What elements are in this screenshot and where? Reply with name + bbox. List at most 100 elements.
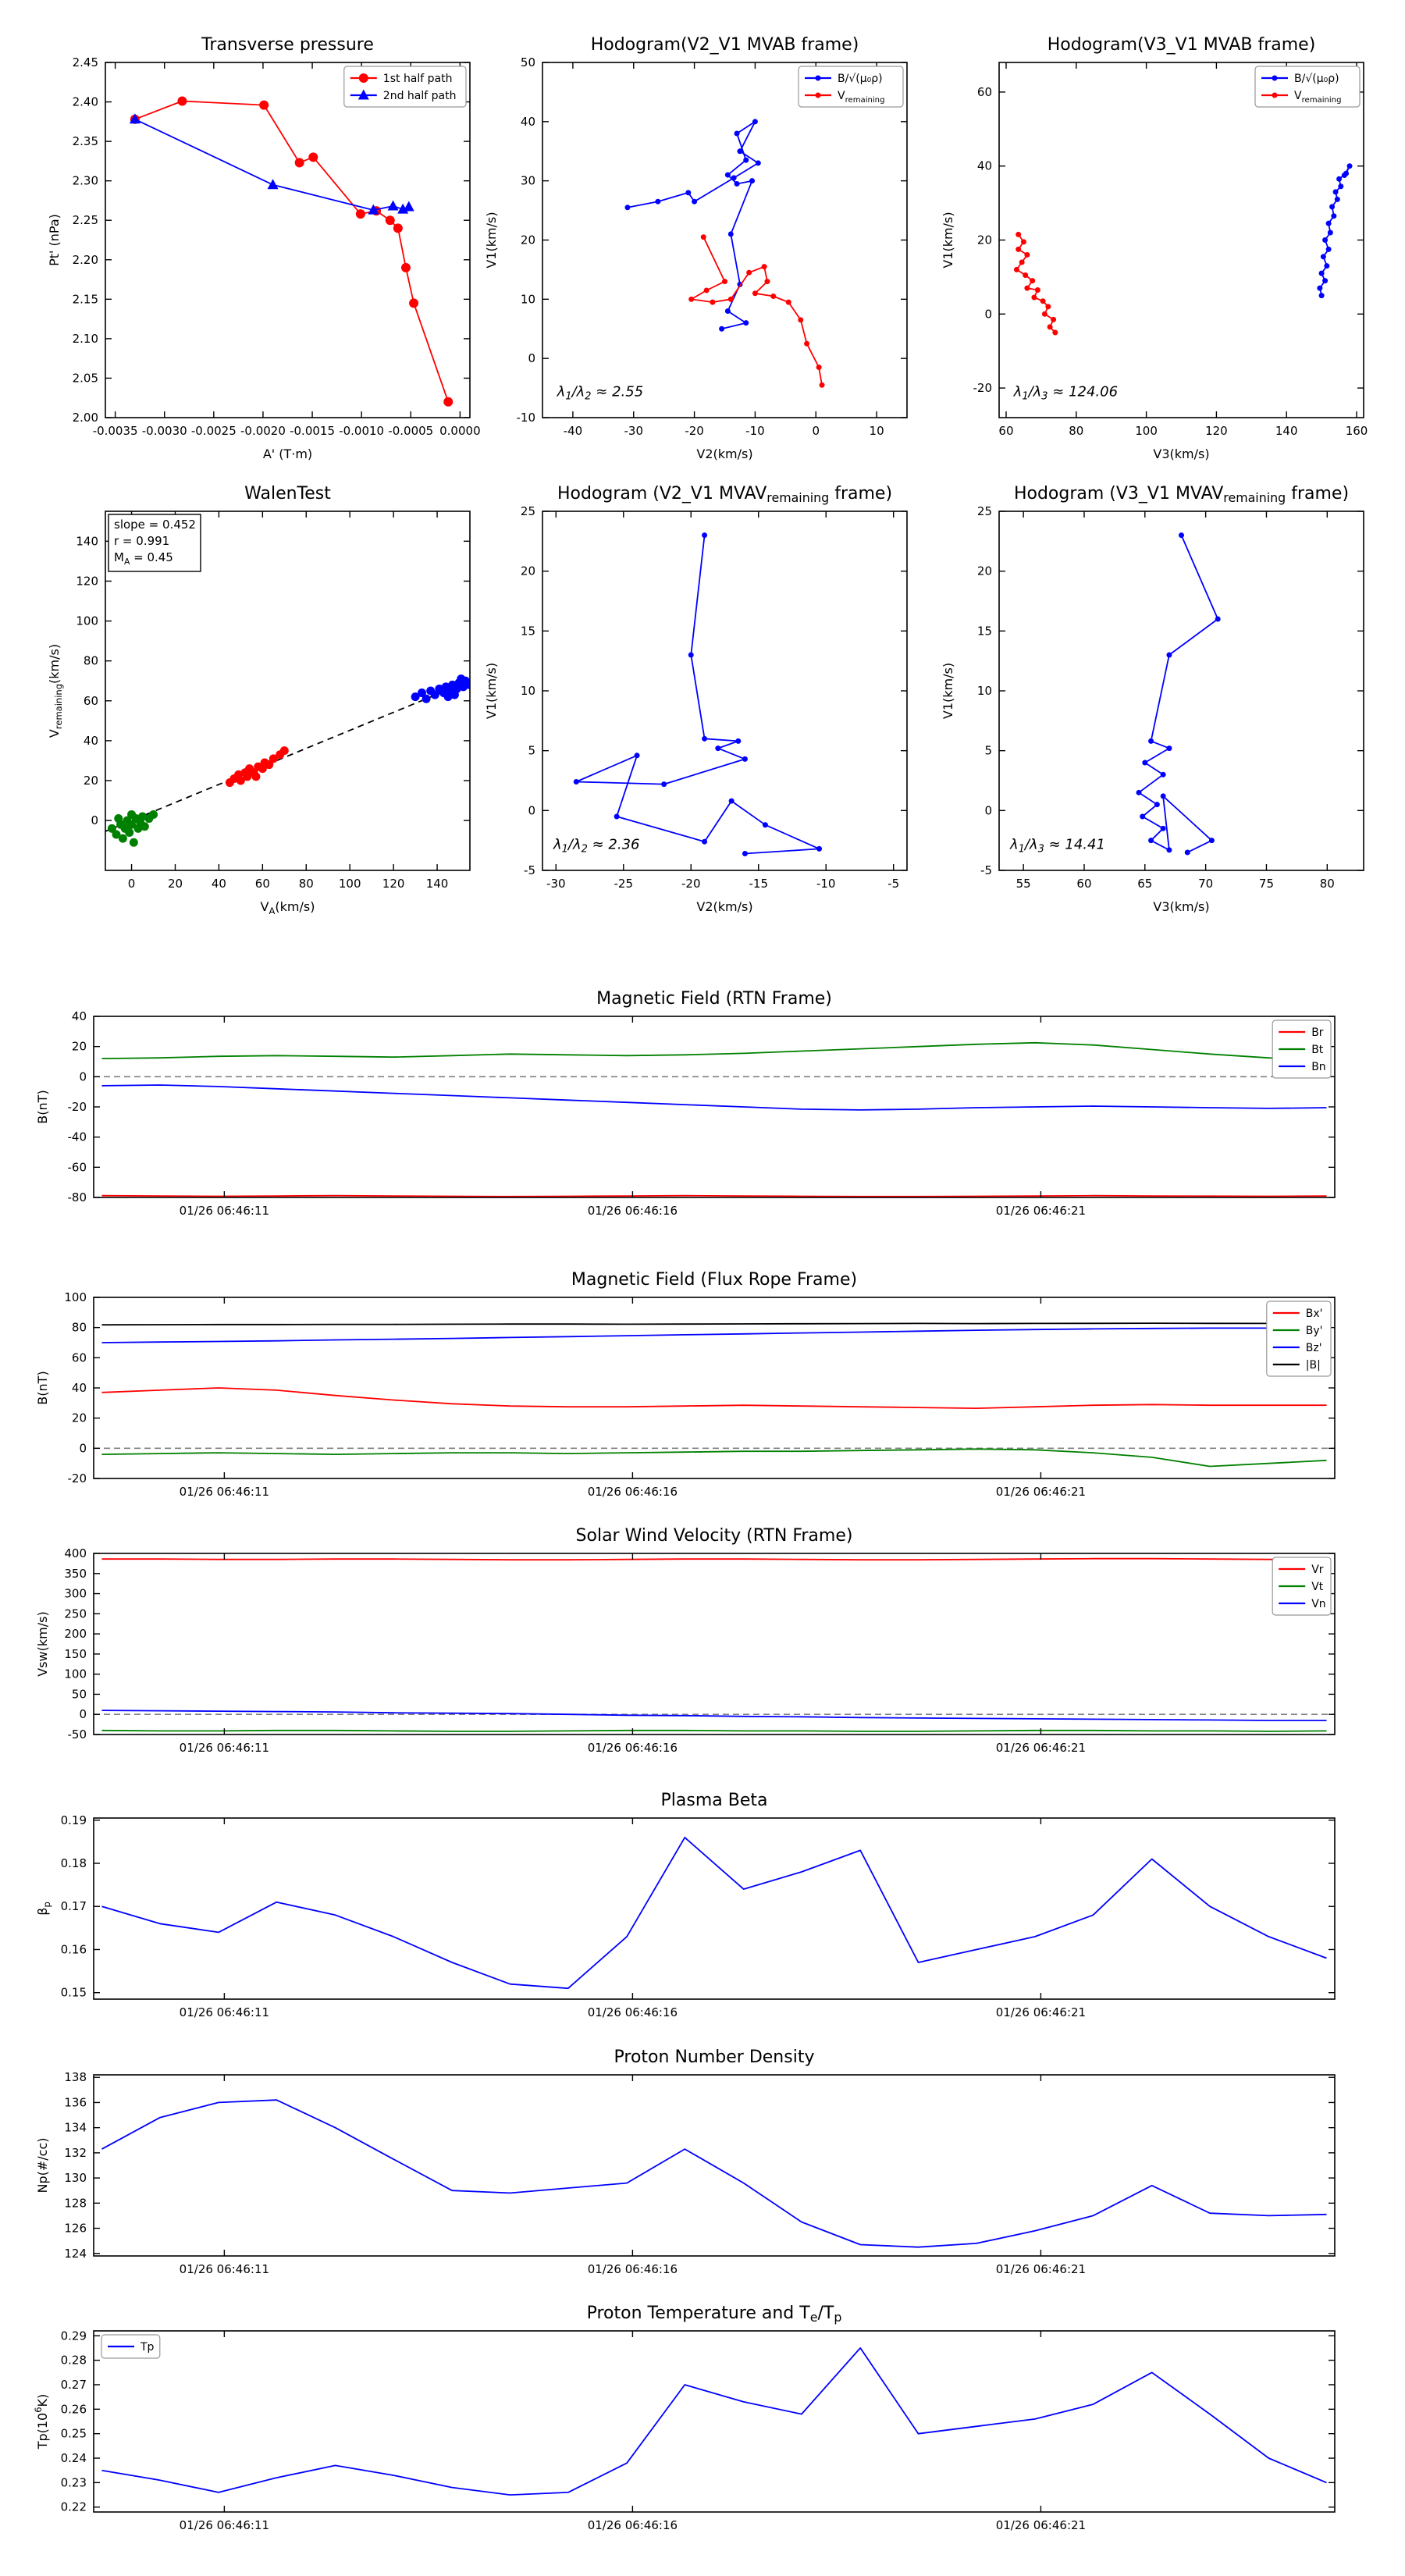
svg-text:80: 80 <box>1069 424 1083 438</box>
svg-text:01/26 06:46:16: 01/26 06:46:16 <box>588 1741 678 1755</box>
svg-text:300: 300 <box>64 1587 87 1601</box>
svg-text:20: 20 <box>72 1040 87 1054</box>
svg-text:λ1​/λ3​ ≈ 124.06: λ1​/λ3​ ≈ 124.06 <box>1013 384 1118 403</box>
svg-text:01/26 06:46:16: 01/26 06:46:16 <box>588 2518 678 2532</box>
svg-text:15: 15 <box>521 624 535 638</box>
svg-text:-10: -10 <box>816 877 836 891</box>
svg-text:2.30: 2.30 <box>73 174 98 188</box>
svg-text:Vsw(km/s): Vsw(km/s) <box>35 1611 50 1676</box>
svg-text:V1(km/s): V1(km/s) <box>484 663 499 719</box>
svg-text:2.35: 2.35 <box>73 134 98 148</box>
svg-text:50: 50 <box>521 55 535 69</box>
svg-text:0: 0 <box>91 813 98 827</box>
chart-transverse-pressure: Transverse pressure -0.0035 -0.0030 -0.0025… <box>31 20 484 476</box>
svg-text:r = 0.991: r = 0.991 <box>114 534 169 548</box>
chart-hodogram-v3v1-mvab: Hodogram(V3_V1 MVAB frame) 60 80 100 120 140 1… <box>925 20 1378 476</box>
svg-text:-20: -20 <box>68 1100 87 1114</box>
svg-text:By': By' <box>1306 1325 1323 1337</box>
chart-plasma-beta: Plasma Beta 01/26 06:46:11 01/26 06:46:16 0… <box>23 1781 1350 2030</box>
svg-text:-80: -80 <box>68 1190 87 1204</box>
svg-text:130: 130 <box>64 2171 87 2185</box>
svg-text:Vr: Vr <box>1311 1564 1324 1576</box>
svg-text:Vremaining​(km/s): Vremaining​(km/s) <box>47 644 64 738</box>
svg-text:10: 10 <box>870 424 884 438</box>
svg-text:-0.0020: -0.0020 <box>240 424 286 438</box>
chart-proton-density: Proton Number Density 01/26 06:46:11 01/26… <box>23 2037 1350 2287</box>
svg-text:0.29: 0.29 <box>61 2329 87 2343</box>
svg-text:20: 20 <box>168 877 183 891</box>
svg-text:75: 75 <box>1259 877 1274 891</box>
svg-text:01/26 06:46:11: 01/26 06:46:11 <box>180 1485 269 1499</box>
svg-text:βp​: βp​ <box>35 1902 52 1916</box>
chart-walen-test: WalenTest 0 20 40 60 80 100 120 140 0 20 40 60 80 100 1… <box>31 468 484 929</box>
svg-text:25: 25 <box>521 504 535 518</box>
svg-text:Transverse pressure: Transverse pressure <box>201 35 374 55</box>
svg-text:160: 160 <box>1346 424 1368 438</box>
svg-text:V1(km/s): V1(km/s) <box>941 212 955 268</box>
svg-text:60: 60 <box>84 694 98 708</box>
svg-text:80: 80 <box>84 654 98 668</box>
svg-text:5: 5 <box>528 744 535 758</box>
svg-text:0: 0 <box>79 1069 87 1083</box>
svg-text:120: 120 <box>382 877 405 891</box>
svg-text:Hodogram(V3_V1 MVAB frame): Hodogram(V3_V1 MVAB frame) <box>1048 35 1316 55</box>
svg-text:100: 100 <box>64 1667 87 1681</box>
svg-text:B(nT): B(nT) <box>35 1371 50 1404</box>
svg-text:Bx': Bx' <box>1306 1308 1323 1320</box>
svg-text:01/26 06:46:11: 01/26 06:46:11 <box>180 2262 269 2276</box>
svg-text:0: 0 <box>528 803 535 817</box>
svg-text:1st half path: 1st half path <box>383 73 453 85</box>
svg-text:100: 100 <box>339 877 361 891</box>
svg-text:-0.0035: -0.0035 <box>93 424 138 438</box>
svg-text:01/26 06:46:21: 01/26 06:46:21 <box>996 1204 1086 1218</box>
svg-text:80: 80 <box>72 1321 87 1335</box>
svg-text:250: 250 <box>64 1606 87 1621</box>
svg-text:0: 0 <box>128 877 136 891</box>
svg-text:WalenTest: WalenTest <box>244 484 331 503</box>
svg-text:40: 40 <box>72 1381 87 1395</box>
svg-text:0: 0 <box>984 307 992 321</box>
chart-hodogram-v2v1-mvav: Hodogram (V2_V1 MVAVremaining​ frame) -30… <box>468 468 921 929</box>
svg-text:V2(km/s): V2(km/s) <box>696 899 752 914</box>
svg-text:2.40: 2.40 <box>73 95 98 109</box>
svg-text:-15: -15 <box>749 877 768 891</box>
svg-text:01/26 06:46:21: 01/26 06:46:21 <box>996 2005 1086 2019</box>
svg-text:5: 5 <box>984 744 992 758</box>
svg-text:-5: -5 <box>524 863 535 877</box>
svg-text:-10: -10 <box>517 411 536 425</box>
svg-text:Tp(106​K): Tp(106​K) <box>33 2394 50 2450</box>
svg-text:Proton Temperature and Te​/Tp​: Proton Temperature and Te​/Tp​ <box>587 2304 842 2325</box>
svg-text:140: 140 <box>426 877 449 891</box>
svg-text:Proton Number Density: Proton Number Density <box>614 2048 815 2067</box>
svg-text:0.28: 0.28 <box>61 2354 87 2368</box>
svg-text:01/26 06:46:11: 01/26 06:46:11 <box>180 2005 269 2019</box>
chart-proton-temperature: Proton Temperature and Te​/Tp​ 01/26 06:4… <box>23 2293 1350 2543</box>
svg-text:10: 10 <box>521 292 535 306</box>
chart-magnetic-field-rtn: Magnetic Field (RTN Frame) 01/26 06:46:11… <box>23 979 1350 1229</box>
svg-text:0.17: 0.17 <box>61 1899 87 1913</box>
svg-text:20: 20 <box>521 564 535 578</box>
svg-text:0.0000: 0.0000 <box>439 424 481 438</box>
svg-text:B/√(μ₀ρ): B/√(μ₀ρ) <box>838 73 883 85</box>
svg-text:60: 60 <box>998 424 1013 438</box>
svg-text:10: 10 <box>521 684 535 698</box>
svg-text:-20: -20 <box>681 877 701 891</box>
svg-text:01/26 06:46:21: 01/26 06:46:21 <box>996 1485 1086 1499</box>
svg-text:01/26 06:46:16: 01/26 06:46:16 <box>588 1485 678 1499</box>
svg-text:40: 40 <box>977 159 992 173</box>
svg-text:Br: Br <box>1311 1026 1324 1039</box>
svg-text:120: 120 <box>1205 424 1228 438</box>
svg-text:Hodogram (V2_V1 MVAVremaining​: Hodogram (V2_V1 MVAVremaining​ frame) <box>557 484 892 505</box>
svg-text:126: 126 <box>64 2222 87 2236</box>
chart-solar-wind-velocity: Solar Wind Velocity (RTN Frame) 01/26 06:… <box>23 1516 1350 1766</box>
svg-text:01/26 06:46:11: 01/26 06:46:11 <box>180 1741 269 1755</box>
svg-text:20: 20 <box>84 774 98 788</box>
svg-text:132: 132 <box>64 2146 87 2160</box>
svg-text:-0.0030: -0.0030 <box>142 424 187 438</box>
svg-text:Plasma Beta: Plasma Beta <box>661 1791 768 1810</box>
svg-text:Tp: Tp <box>140 2341 155 2354</box>
svg-text:MA​ = 0.45: MA​ = 0.45 <box>114 550 173 567</box>
svg-text:-30: -30 <box>624 424 644 438</box>
svg-text:0.24: 0.24 <box>61 2451 87 2465</box>
